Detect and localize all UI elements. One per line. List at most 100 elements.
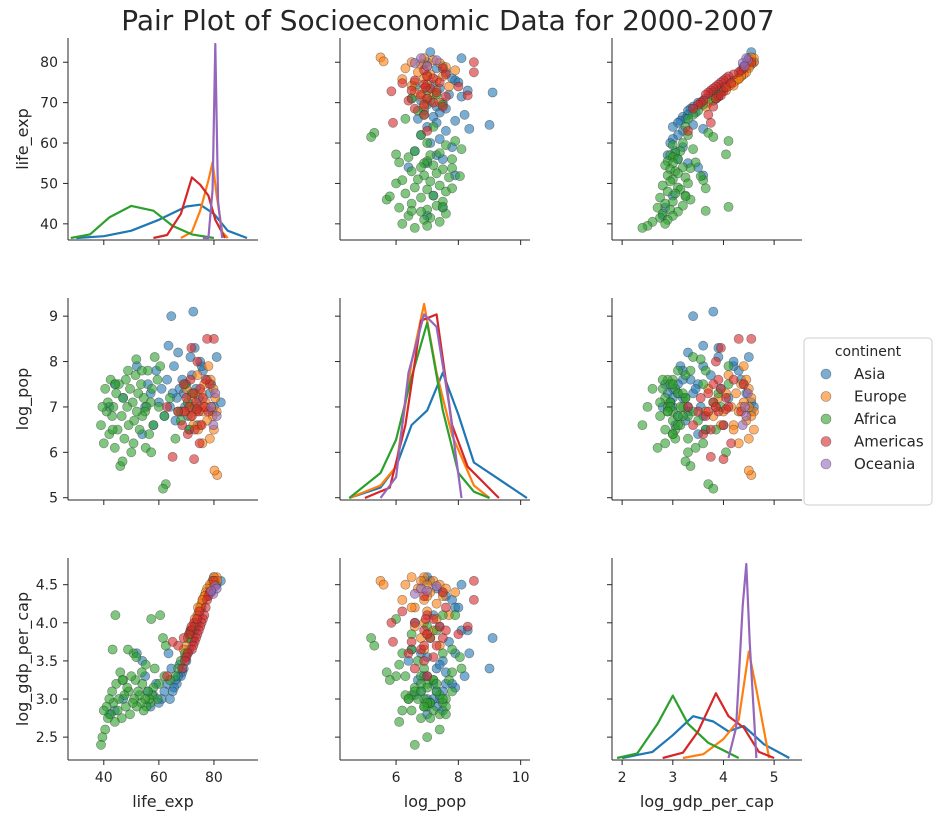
point-americas-20 [708,101,719,112]
point-africa-33 [400,188,411,199]
point-africa-40 [394,717,405,727]
point-oceania-0 [210,388,221,399]
y-tick-label: 80 [40,55,58,71]
kde-curve-asia-log_gdp_per_cap [621,715,790,760]
point-africa-58 [450,136,461,146]
point-africa-60 [110,610,121,621]
point-africa-47 [434,724,445,735]
point-africa-55 [117,456,128,467]
point-africa-7 [683,433,693,444]
point-africa-29 [125,383,135,394]
point-americas-13 [703,388,714,399]
point-asia-14 [487,633,498,643]
x-tick-label: 8 [454,770,463,786]
point-asia-28 [450,115,461,126]
kde-curve-africa-life_exp [70,204,215,240]
point-africa-7 [170,433,181,444]
point-africa-59 [721,149,731,160]
point-africa-61 [406,205,417,216]
point-americas-6 [721,392,731,403]
point-asia-14 [708,306,719,317]
panel-log_gdp_per_cap-vs-log_gdp_per_cap: 2 3 4 5 [607,558,802,786]
point-americas-21 [688,103,698,114]
point-asia-33 [440,125,451,136]
point-americas-21 [177,420,188,430]
point-asia-30 [166,311,177,322]
point-africa-22 [134,424,145,435]
point-americas-16 [711,401,721,412]
x-tick-label: 80 [205,770,223,786]
point-africa-44 [667,429,678,440]
y-axis-label-log_gdp_per_cap: log_gdp_per_cap [13,592,33,726]
point-africa-23 [133,686,144,697]
panel-log_pop-vs-log_gdp_per_cap [607,298,802,505]
point-americas-23 [167,636,178,647]
point-americas-20 [437,633,448,643]
panel-grid: 40 50 60 70 80 5 6 7 8 9 40 60 80 2.5 3.0 3.5 4.0 4.5 6 8 10… [13,38,802,812]
point-africa-32 [120,374,131,385]
point-americas-28 [191,404,202,415]
point-africa-10 [678,138,688,148]
point-africa-37 [437,694,448,704]
point-americas-27 [716,90,726,101]
y-tick-label: 5 [49,491,58,507]
point-africa-33 [670,188,681,199]
point-americas-20 [178,633,189,643]
point-oceania-1 [208,420,219,430]
point-americas-24 [683,125,693,136]
y-tick-label: 70 [40,96,58,112]
point-africa-49 [422,220,433,231]
point-americas-8 [716,383,726,394]
y-tick-label: 40 [40,217,58,233]
x-tick-label: 10 [512,770,530,786]
point-africa-28 [126,447,137,458]
point-europe-2 [749,424,759,435]
x-tick-label: 2 [618,770,627,786]
point-europe-7 [204,433,215,444]
point-americas-0 [746,333,757,344]
point-africa-63 [454,171,465,182]
point-americas-23 [388,636,398,647]
legend-label-oceania: Oceania [854,455,915,473]
point-africa-63 [454,652,465,662]
kde-curve-europe-log_gdp_per_cap [682,650,771,760]
point-americas-19 [419,656,429,666]
point-africa-28 [683,178,693,189]
point-oceania-2 [416,53,426,64]
point-africa-43 [440,709,451,720]
point-europe-13 [731,388,741,399]
point-africa-49 [642,401,653,412]
point-africa-57 [366,633,376,643]
point-africa-10 [153,401,164,412]
point-asia-33 [162,374,172,385]
point-africa-48 [660,218,671,229]
point-americas-18 [428,97,439,108]
point-europe-16 [444,81,454,92]
point-americas-27 [462,90,473,101]
point-africa-48 [397,218,408,229]
point-africa-35 [655,411,665,421]
point-africa-57 [708,132,719,142]
point-asia-1 [456,579,467,590]
point-africa-58 [450,610,461,621]
point-africa-27 [665,176,676,187]
point-americas-21 [409,663,420,674]
point-africa-42 [416,686,426,697]
point-europe-29 [406,602,417,613]
point-africa-50 [409,222,420,233]
point-americas-10 [711,356,721,367]
point-americas-20 [437,101,448,112]
point-americas-18 [695,392,706,403]
point-africa-62 [447,667,457,678]
point-americas-27 [716,342,726,353]
point-africa-51 [149,352,160,362]
point-africa-61 [700,205,711,216]
legend-label-africa: Africa [854,410,897,428]
point-europe-29 [728,424,739,435]
point-africa-33 [119,433,130,444]
point-africa-48 [98,705,109,716]
point-africa-28 [126,671,137,682]
legend-label-europe: Europe [854,388,907,406]
point-africa-11 [440,140,451,150]
point-africa-52 [690,442,701,453]
